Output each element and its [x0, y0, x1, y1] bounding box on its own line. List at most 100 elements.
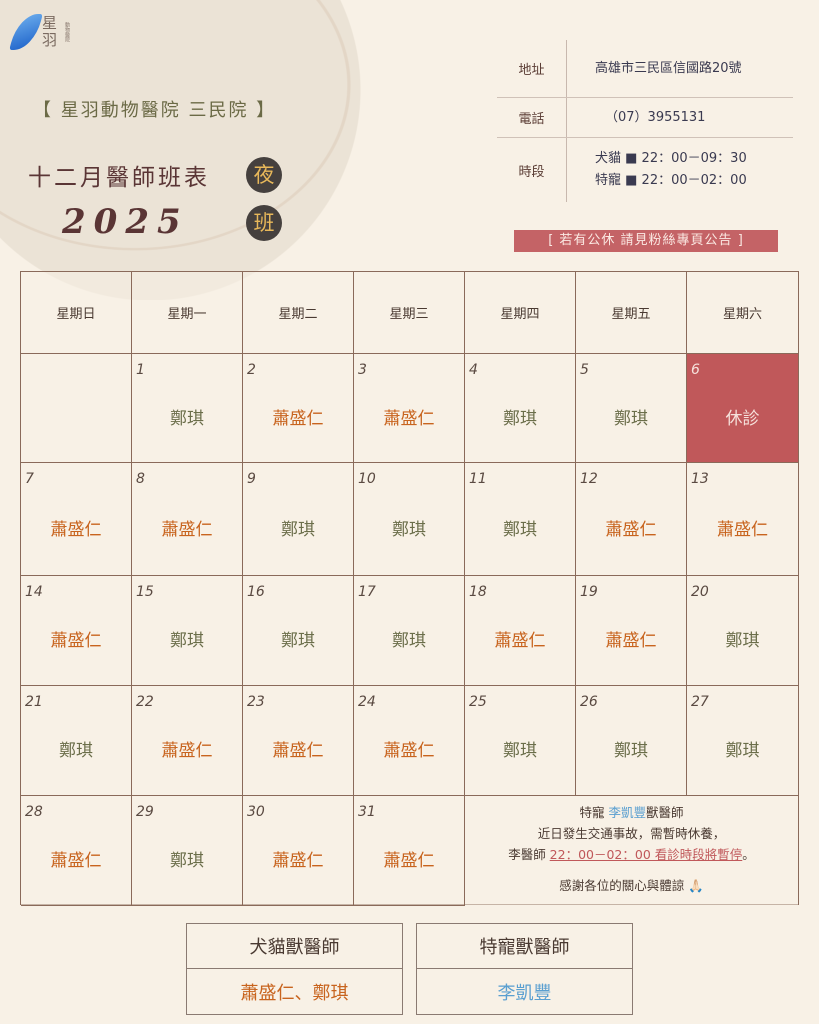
doctor-name: 蕭盛仁	[272, 851, 324, 872]
legend-dogcat: 犬貓獸醫師 蕭盛仁、鄭琪	[186, 923, 403, 1015]
doctor-name: 鄭琪	[281, 631, 315, 652]
day-cell: 9 鄭琪	[243, 463, 354, 576]
hours-exotic: 特寵 ■ 22：00－02：00	[595, 173, 747, 188]
day-number: 28	[25, 804, 43, 820]
day-number: 27	[691, 694, 709, 710]
day-number: 19	[580, 584, 598, 600]
doctor-name: 鄭琪	[503, 408, 537, 429]
doctor-name: 蕭盛仁	[50, 631, 102, 652]
day-cell: 8 蕭盛仁	[132, 463, 243, 576]
closed-label: 休診	[725, 408, 760, 429]
day-cell: 27 鄭琪	[687, 686, 798, 796]
notice-text: 特寵 李凱豐獸醫師	[465, 802, 798, 823]
notice-text: 李凱豐	[608, 805, 646, 820]
day-number: 22	[136, 694, 154, 710]
day-cell: 16 鄭琪	[243, 576, 354, 686]
doctor-name: 鄭琪	[59, 741, 93, 762]
doctor-name: 鄭琪	[503, 741, 537, 762]
day-cell: 21 鄭琪	[21, 686, 132, 796]
day-cell: 18 蕭盛仁	[465, 576, 576, 686]
day-number: 16	[247, 584, 265, 600]
day-number: 25	[469, 694, 487, 710]
day-number: 15	[136, 584, 154, 600]
address-label: 地址	[497, 40, 567, 97]
day-number: 8	[136, 471, 145, 487]
day-cell: 19 蕭盛仁	[576, 576, 687, 686]
day-number: 10	[358, 471, 376, 487]
logo-name: 星羽	[42, 14, 58, 49]
logo-subtitle: 動物醫院	[64, 22, 70, 42]
notice-text: 。	[742, 847, 755, 862]
notice-text: 近日發生交通事故，需暫時休養，	[537, 826, 726, 841]
day-cell: 14 蕭盛仁	[21, 576, 132, 686]
day-cell: 24 蕭盛仁	[354, 686, 465, 796]
clinic-name: 【 星羽動物醫院 三民院 】	[33, 100, 277, 121]
legend-exotic: 特寵獸醫師 李凱豐	[416, 923, 633, 1015]
weekday-header: 星期五	[576, 272, 687, 354]
doctor-name: 蕭盛仁	[717, 519, 768, 540]
day-cell: 15 鄭琪	[132, 576, 243, 686]
doctor-name: 蕭盛仁	[161, 741, 213, 762]
day-cell: 22 蕭盛仁	[132, 686, 243, 796]
day-number: 6	[691, 362, 700, 378]
day-number: 3	[358, 362, 367, 378]
day-number: 23	[247, 694, 265, 710]
doctor-name: 鄭琪	[170, 408, 204, 429]
doctor-name: 鄭琪	[392, 519, 426, 540]
day-cell: 5 鄭琪	[576, 354, 687, 463]
day-number: 17	[358, 584, 376, 600]
day-cell: 2 蕭盛仁	[243, 354, 354, 463]
notice-text: 獸醫師	[645, 805, 684, 820]
day-number: 2	[247, 362, 256, 378]
doctor-name: 蕭盛仁	[605, 519, 657, 540]
doctor-name: 蕭盛仁	[605, 631, 657, 652]
notice-text: 李醫師	[508, 847, 550, 862]
day-number: 11	[469, 471, 487, 487]
day-cell: 30 蕭盛仁	[243, 796, 354, 906]
notice-text: 特寵	[579, 805, 609, 820]
day-number: 30	[247, 804, 265, 820]
doctor-name: 鄭琪	[170, 851, 204, 872]
legend-title: 特寵獸醫師	[417, 924, 632, 969]
night-badge: 夜	[246, 157, 282, 193]
weekday-header: 星期四	[465, 272, 576, 354]
day-cell: 11 鄭琪	[465, 463, 576, 576]
doctor-name: 蕭盛仁	[383, 851, 435, 872]
day-cell: 28 蕭盛仁	[21, 796, 132, 906]
doctor-name: 蕭盛仁	[272, 408, 324, 429]
day-number: 21	[25, 694, 43, 710]
page-title: 十二月醫師班表	[28, 165, 210, 191]
day-number: 12	[580, 471, 598, 487]
background-decoration	[0, 0, 400, 300]
phone-label: 電話	[497, 98, 567, 137]
legend-names: 李凱豐	[497, 982, 552, 1004]
info-table: 地址 高雄市三民區信國路20號 電話 （07）3955131 時段 犬貓 ■ 22：0…	[497, 40, 793, 202]
doctor-name: 鄭琪	[503, 519, 537, 540]
day-cell: 17 鄭琪	[354, 576, 465, 686]
feather-icon	[9, 14, 43, 50]
doctor-name: 鄭琪	[614, 408, 648, 429]
day-number: 24	[358, 694, 376, 710]
doctor-leave-notice: 特寵 李凱豐獸醫師 近日發生交通事故，需暫時休養， 李醫師 22：00－02：00 …	[465, 796, 798, 906]
day-cell: 25 鄭琪	[465, 686, 576, 796]
day-cell: 6 休診	[687, 354, 798, 463]
shift-badge: 班	[246, 205, 282, 241]
day-cell: 1 鄭琪	[132, 354, 243, 463]
holiday-notice: [ 若有公休 請見粉絲專頁公告 ]	[514, 230, 778, 252]
day-number: 4	[469, 362, 478, 378]
hours-label: 時段	[497, 138, 567, 202]
day-number: 14	[25, 584, 43, 600]
doctor-name: 鄭琪	[614, 741, 648, 762]
day-number: 7	[25, 471, 34, 487]
calendar: 星期日 星期一 星期二 星期三 星期四 星期五 星期六 1 鄭琪 2 蕭盛仁 3 蕭盛仁 4 鄭琪 5 鄭琪 6 休…	[20, 271, 799, 906]
legend-title: 犬貓獸醫師	[187, 924, 402, 969]
doctor-name: 蕭盛仁	[50, 851, 102, 872]
doctor-name: 蕭盛仁	[50, 519, 102, 540]
doctor-name: 鄭琪	[725, 631, 760, 652]
doctor-name: 鄭琪	[170, 631, 204, 652]
notice-text: 感謝各位的關心與體諒 🙏🏻	[559, 878, 704, 893]
hours-dogcat: 犬貓 ■ 22：00－09：30	[595, 151, 747, 166]
phone: （07）3955131	[605, 109, 706, 125]
doctor-name: 鄭琪	[725, 741, 760, 762]
weekday-header: 星期三	[354, 272, 465, 354]
